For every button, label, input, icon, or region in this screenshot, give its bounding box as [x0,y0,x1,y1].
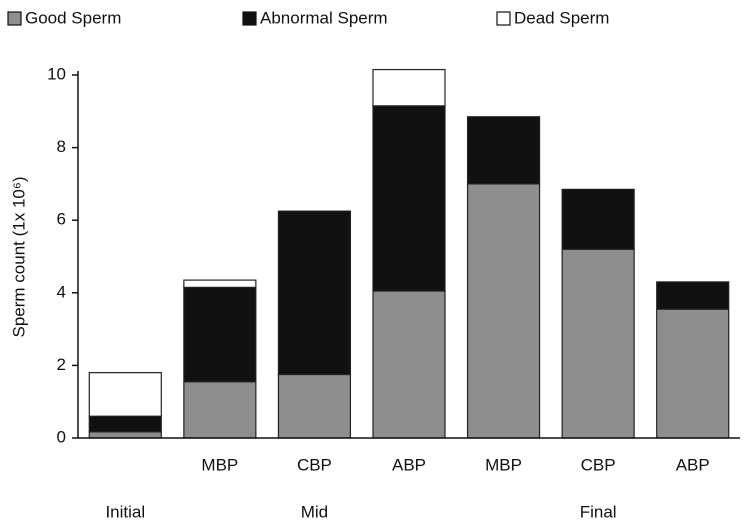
bar-segment [88,415,162,433]
legend-label: Abnormal Sperm [260,8,388,27]
group-label: Mid [301,502,328,521]
group-label: Initial [105,502,145,521]
bar-segment [372,290,446,439]
legend-label: Dead Sperm [514,8,609,27]
y-tick-label: 0 [57,427,66,446]
x-tick-label: ABP [392,455,426,474]
bar-segment [466,116,541,185]
group-label: Final [580,502,617,521]
y-tick-label: 4 [57,282,66,301]
bar-segment [466,183,541,439]
bar-segment [372,105,446,292]
legend-label: Good Sperm [25,8,121,27]
y-tick-label: 2 [57,355,66,374]
bar-segment [183,279,257,288]
x-tick-label: MBP [201,455,238,474]
y-tick-label: 10 [47,64,66,83]
bar-segment [88,372,162,417]
x-tick-label: CBP [297,455,332,474]
bar-segment [372,68,446,107]
bar-segment [277,210,352,376]
y-tick-label: 6 [57,210,66,229]
bar-segment [183,286,257,383]
bar-segment [183,381,257,439]
y-tick-label: 8 [57,137,66,156]
bar-segment [561,188,635,250]
bar-segment [277,373,352,439]
legend-swatch [7,11,22,26]
legend-swatch [496,11,511,26]
x-tick-label: ABP [676,455,710,474]
x-tick-label: MBP [485,455,522,474]
bar-segment [88,431,162,439]
y-axis-label: Sperm count (1x 10⁶) [9,176,28,337]
bar-segment [561,248,635,439]
legend-swatch [242,11,257,26]
x-tick-label: CBP [581,455,616,474]
bar-segment [656,281,730,310]
bar-segment [656,308,730,439]
